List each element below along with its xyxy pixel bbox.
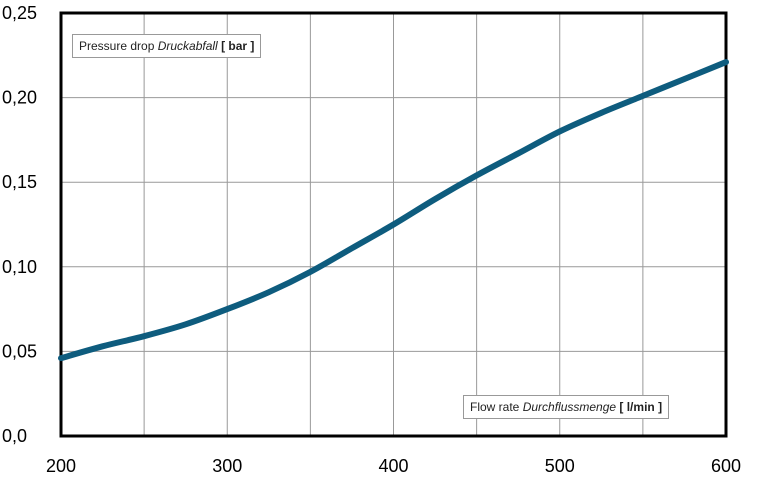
y-tick-label: 0,20 <box>2 88 37 108</box>
y-tick-label: 0,0 <box>2 426 27 446</box>
y-axis-ticks: 0,0 0,05 0,10 0,15 0,20 0,25 <box>2 3 37 446</box>
x-axis-label-german: Durchflussmenge <box>522 400 617 414</box>
y-tick-label: 0,15 <box>2 172 37 192</box>
data-point <box>515 150 521 156</box>
y-tick-label: 0,10 <box>2 257 37 277</box>
series-group <box>58 59 729 362</box>
y-axis-label-unit: [ bar ] <box>217 39 255 53</box>
data-point <box>100 343 106 349</box>
data-point <box>349 245 355 251</box>
data-point <box>141 333 147 339</box>
y-axis-label-prefix: Pressure drop <box>79 39 158 53</box>
grid-lines <box>61 13 726 436</box>
data-point <box>432 196 438 202</box>
x-tick-label: 300 <box>212 456 242 476</box>
data-point <box>598 110 604 116</box>
x-axis-label-prefix: Flow rate <box>470 400 523 414</box>
y-axis-label-box: Pressure drop Druckabfall [ bar ] <box>72 34 262 58</box>
plot-frame <box>59 11 728 438</box>
data-point <box>723 59 729 65</box>
y-axis-label-german: Druckabfall <box>157 39 218 53</box>
data-point <box>391 222 396 227</box>
data-point <box>266 289 272 295</box>
data-point <box>58 355 64 361</box>
data-point <box>183 321 189 327</box>
y-tick-label: 0,25 <box>2 3 37 23</box>
x-tick-label: 400 <box>378 456 408 476</box>
data-point <box>681 76 687 82</box>
x-axis-ticks: 200 300 400 500 600 <box>46 456 741 476</box>
x-axis-label-box: Flow rate Durchflussmenge [ l/min ] <box>463 395 670 419</box>
y-tick-label: 0,05 <box>2 341 37 361</box>
x-axis-label-unit: [ l/min ] <box>616 400 663 414</box>
data-point <box>640 93 646 99</box>
data-point <box>557 128 563 134</box>
x-tick-label: 200 <box>46 456 76 476</box>
data-point <box>307 269 313 275</box>
x-tick-label: 500 <box>545 456 575 476</box>
data-point <box>224 306 230 312</box>
data-point <box>474 172 480 178</box>
x-tick-label: 600 <box>711 456 741 476</box>
